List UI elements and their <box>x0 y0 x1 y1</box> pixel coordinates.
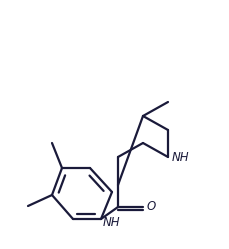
Text: O: O <box>146 200 155 213</box>
Text: NH: NH <box>171 150 189 164</box>
Text: NH: NH <box>103 215 120 229</box>
